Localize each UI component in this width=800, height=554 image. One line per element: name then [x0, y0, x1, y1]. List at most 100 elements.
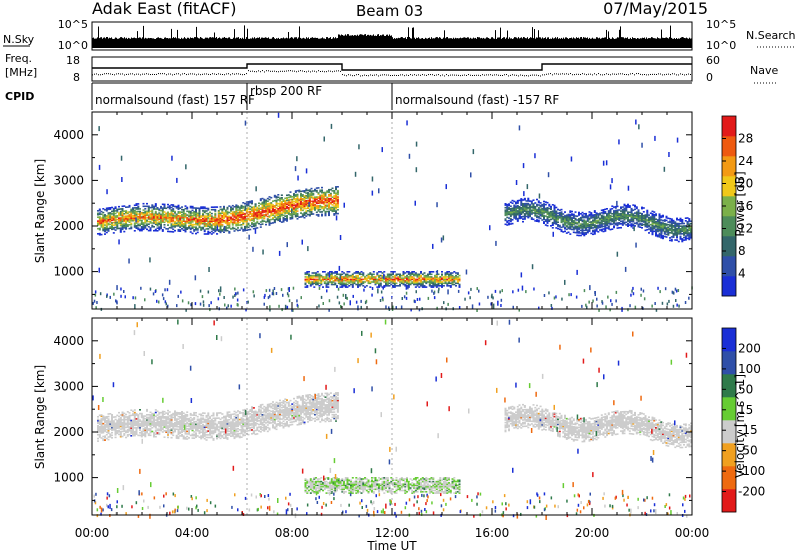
echo-cell	[307, 201, 309, 203]
echo-cell	[170, 227, 173, 229]
echo-cell	[602, 225, 605, 228]
echo-cell	[618, 223, 621, 225]
echo-cell	[188, 224, 190, 227]
echo-cell	[139, 224, 141, 227]
echo-cell	[163, 211, 166, 213]
nsky-bar	[603, 37, 604, 48]
echo-cell	[125, 217, 128, 220]
echo-cell	[543, 209, 545, 212]
nsearch-dot	[311, 44, 312, 46]
echo-cell	[144, 218, 147, 220]
echo-cell	[618, 219, 621, 221]
echo-cell	[132, 217, 134, 219]
echo-cell	[576, 225, 579, 228]
echo-cell	[322, 203, 325, 205]
echo-cell	[137, 227, 140, 229]
echo-cell	[569, 218, 572, 220]
nave-dot	[362, 75, 363, 77]
echo-cell	[667, 227, 670, 230]
echo-cell	[170, 220, 173, 223]
echo-cell	[607, 217, 610, 220]
echo-cell	[355, 274, 358, 277]
echo-cell	[529, 209, 531, 211]
nsearch-dot	[179, 44, 180, 46]
echo-cell	[226, 217, 229, 219]
echo-cell	[331, 187, 334, 190]
nsky-bar	[645, 38, 646, 48]
nave-dot	[320, 71, 321, 73]
echo-cell	[453, 279, 456, 282]
echo-cell	[307, 194, 309, 197]
echo-cell	[536, 220, 538, 222]
echo-cell	[181, 211, 183, 213]
power-heatmap	[92, 112, 693, 312]
echo-cell	[331, 204, 334, 206]
nsky-bar	[206, 37, 207, 48]
nsky-bar	[151, 38, 152, 48]
echo-cell	[128, 213, 131, 216]
nsky-bar	[472, 38, 473, 48]
echo-cell	[221, 209, 224, 212]
echo-cell	[116, 208, 119, 211]
echo-cell	[509, 214, 512, 216]
nsky-bar	[163, 39, 164, 48]
echo-cell	[597, 213, 600, 215]
echo-cell	[553, 208, 556, 211]
nsky-bar	[153, 38, 154, 48]
echo-cell	[630, 209, 633, 211]
echo-cell	[543, 214, 545, 217]
echo-cell	[133, 219, 136, 222]
echo-cell	[525, 202, 528, 205]
nave-dot	[536, 74, 537, 76]
echo-cell	[126, 216, 129, 219]
echo-cell	[551, 215, 554, 218]
nsky-bar	[680, 37, 681, 48]
echo-cell	[119, 227, 122, 229]
echo-cell	[644, 214, 647, 216]
echo-cell	[139, 218, 141, 220]
echo-cell	[646, 214, 649, 217]
nave-dot	[396, 74, 397, 76]
echo-cell	[334, 271, 337, 273]
echo-cell	[207, 223, 210, 225]
echo-cell	[111, 222, 113, 224]
nsky-bar	[190, 37, 191, 48]
nsearch-dot	[590, 45, 591, 47]
echo-cell	[277, 208, 280, 210]
echo-cell	[98, 208, 101, 211]
nave-dot	[98, 74, 99, 76]
echo-cell	[585, 226, 587, 229]
echo-cell	[331, 206, 334, 209]
echo-cell	[600, 222, 603, 224]
echo-cell	[404, 281, 407, 283]
echo-cell	[548, 215, 551, 217]
nsky-bar	[349, 35, 350, 48]
echo-cell	[256, 218, 259, 220]
nsky-bar	[605, 37, 606, 48]
nsky-bar	[122, 37, 123, 48]
echo-cell	[245, 210, 248, 212]
echo-cell	[105, 219, 108, 221]
echo-cell	[195, 214, 197, 217]
nave-dot	[232, 73, 233, 75]
echo-cell	[353, 278, 356, 281]
echo-cell	[247, 218, 250, 221]
echo-cell	[656, 226, 659, 229]
echo-cell	[613, 225, 615, 227]
echo-cell	[100, 226, 103, 228]
echo-cell	[140, 229, 143, 232]
nsky-bar	[124, 37, 125, 48]
echo-cell	[321, 206, 323, 208]
echo-cell	[350, 283, 353, 286]
echo-cell	[98, 234, 101, 236]
echo-cell	[555, 220, 558, 223]
echo-cell	[456, 281, 459, 283]
echo-cell	[272, 205, 274, 208]
echo-cell	[247, 215, 250, 217]
echo-cell	[320, 278, 323, 281]
nsky-bar	[324, 38, 325, 48]
echo-cell	[184, 220, 187, 223]
echo-cell	[167, 214, 169, 216]
echo-cell	[130, 223, 133, 226]
echo-cell	[279, 198, 281, 201]
